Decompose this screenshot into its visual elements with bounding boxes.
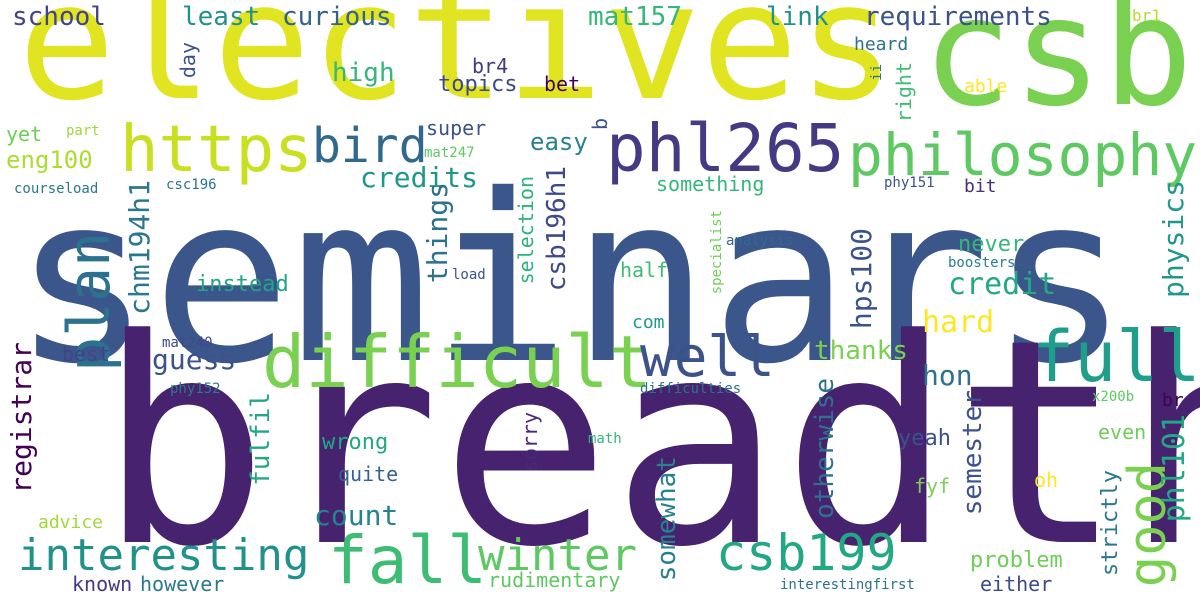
word-bet: bet [544,72,581,96]
word-bird: bird [312,118,428,174]
word-count: count [314,499,399,532]
word-however: however [140,572,225,596]
word-easy: easy [530,128,588,156]
word-full: full [1032,316,1200,398]
word-known: known [72,572,133,596]
word-quite: quite [338,462,399,486]
word-topics: topics [438,72,518,97]
word-instead: instead [196,272,289,297]
word-br: br [1162,390,1184,411]
word-well: well [640,325,775,390]
word-credit: credit [948,267,1057,302]
word-chm194h1: chm194h1 [123,180,156,315]
word-even: even [1098,420,1147,444]
word-br4: br4 [472,54,509,78]
word-oh: oh [1034,468,1059,492]
word-hps100: hps100 [845,228,878,330]
word-otherwise: otherwise [810,378,840,519]
word-credits: credits [360,161,479,194]
word-school: school [12,2,106,32]
word-com: com [632,312,665,333]
word-fulfil: fulfil [246,392,276,486]
word-csb: csb [922,0,1193,140]
word-phl265: phl265 [606,110,845,187]
word-link: link [766,2,829,32]
word-curious: curious [282,2,392,32]
word-seminars: seminars [12,145,1130,415]
word-csb196h1: csb196h1 [542,166,572,292]
word-rudimentary: rudimentary [488,568,621,592]
word-ii: ii [869,64,885,81]
word-electives: electives [18,0,896,137]
word-phy151: phy151 [884,175,935,191]
word-bit: bit [964,176,997,197]
word-heard: heard [854,34,909,55]
word-br1: br1 [1132,6,1161,25]
word-x200b: x200b [1092,389,1135,405]
word-physics: physics [1157,180,1190,299]
word-eng100: eng100 [6,146,93,174]
word-registrar: registrar [5,342,38,494]
word-selection: selection [514,176,538,285]
word-right: right [892,62,916,123]
word-interesting: interesting [18,530,310,581]
word-https: https [120,113,313,187]
word-requirements: requirements [864,2,1052,32]
word-mat240: mat240 [162,335,213,351]
word-semester: semester [958,390,988,516]
word-either: either [980,572,1053,596]
word-least: least [182,2,261,32]
word-high: high [332,58,395,88]
word-wrong: wrong [322,430,389,455]
word-part: part [66,123,100,139]
word-sorry: sorry [518,412,542,473]
word-mat247: mat247 [424,145,475,161]
word-b: b [588,118,612,131]
word-fyf: fyf [914,474,951,498]
word-load: load [452,267,486,283]
word-able: able [964,76,1008,97]
word-hon: hon [922,359,973,392]
word-hard: hard [922,305,995,340]
word-difficult: difficult [262,320,653,404]
word-problem: problem [970,548,1063,573]
word-math: math [588,431,622,447]
word-strictly: strictly [1098,470,1123,576]
word-guess: guess [152,343,237,376]
word-day: day [176,42,200,79]
word-breadth: breadth [98,278,1200,600]
word-half: half [620,258,669,282]
word-winter: winter [478,530,637,581]
word-phy152: phy152 [170,381,221,397]
word-advice: advice [38,512,104,533]
word-phl101: phl101 [1157,414,1192,523]
word-never: never [958,232,1025,257]
word-difficulties: difficulties [640,381,742,397]
word-yet: yet [6,122,43,146]
word-specialist: specialist [709,210,725,295]
word-courseload: courseload [14,181,99,197]
word-mat157: mat157 [588,2,682,32]
word-somewhat: somewhat [652,456,682,582]
word-yeah: yeah [898,426,951,451]
word-best: best [62,342,111,366]
word-philosophy: philosophy [848,121,1198,189]
word-things: things [421,182,454,284]
word-super: super [426,116,487,140]
word-fall: fall [328,522,487,599]
word-csc196: csc196 [166,177,217,193]
word-interestingfirst: interestingfirst [780,577,915,593]
word-boosters: boosters [948,255,1016,271]
word-something: something [656,172,765,196]
word-csb199: csb199 [716,524,897,582]
word-thanks: thanks [814,336,908,366]
word-analysis: analysis [726,233,794,249]
